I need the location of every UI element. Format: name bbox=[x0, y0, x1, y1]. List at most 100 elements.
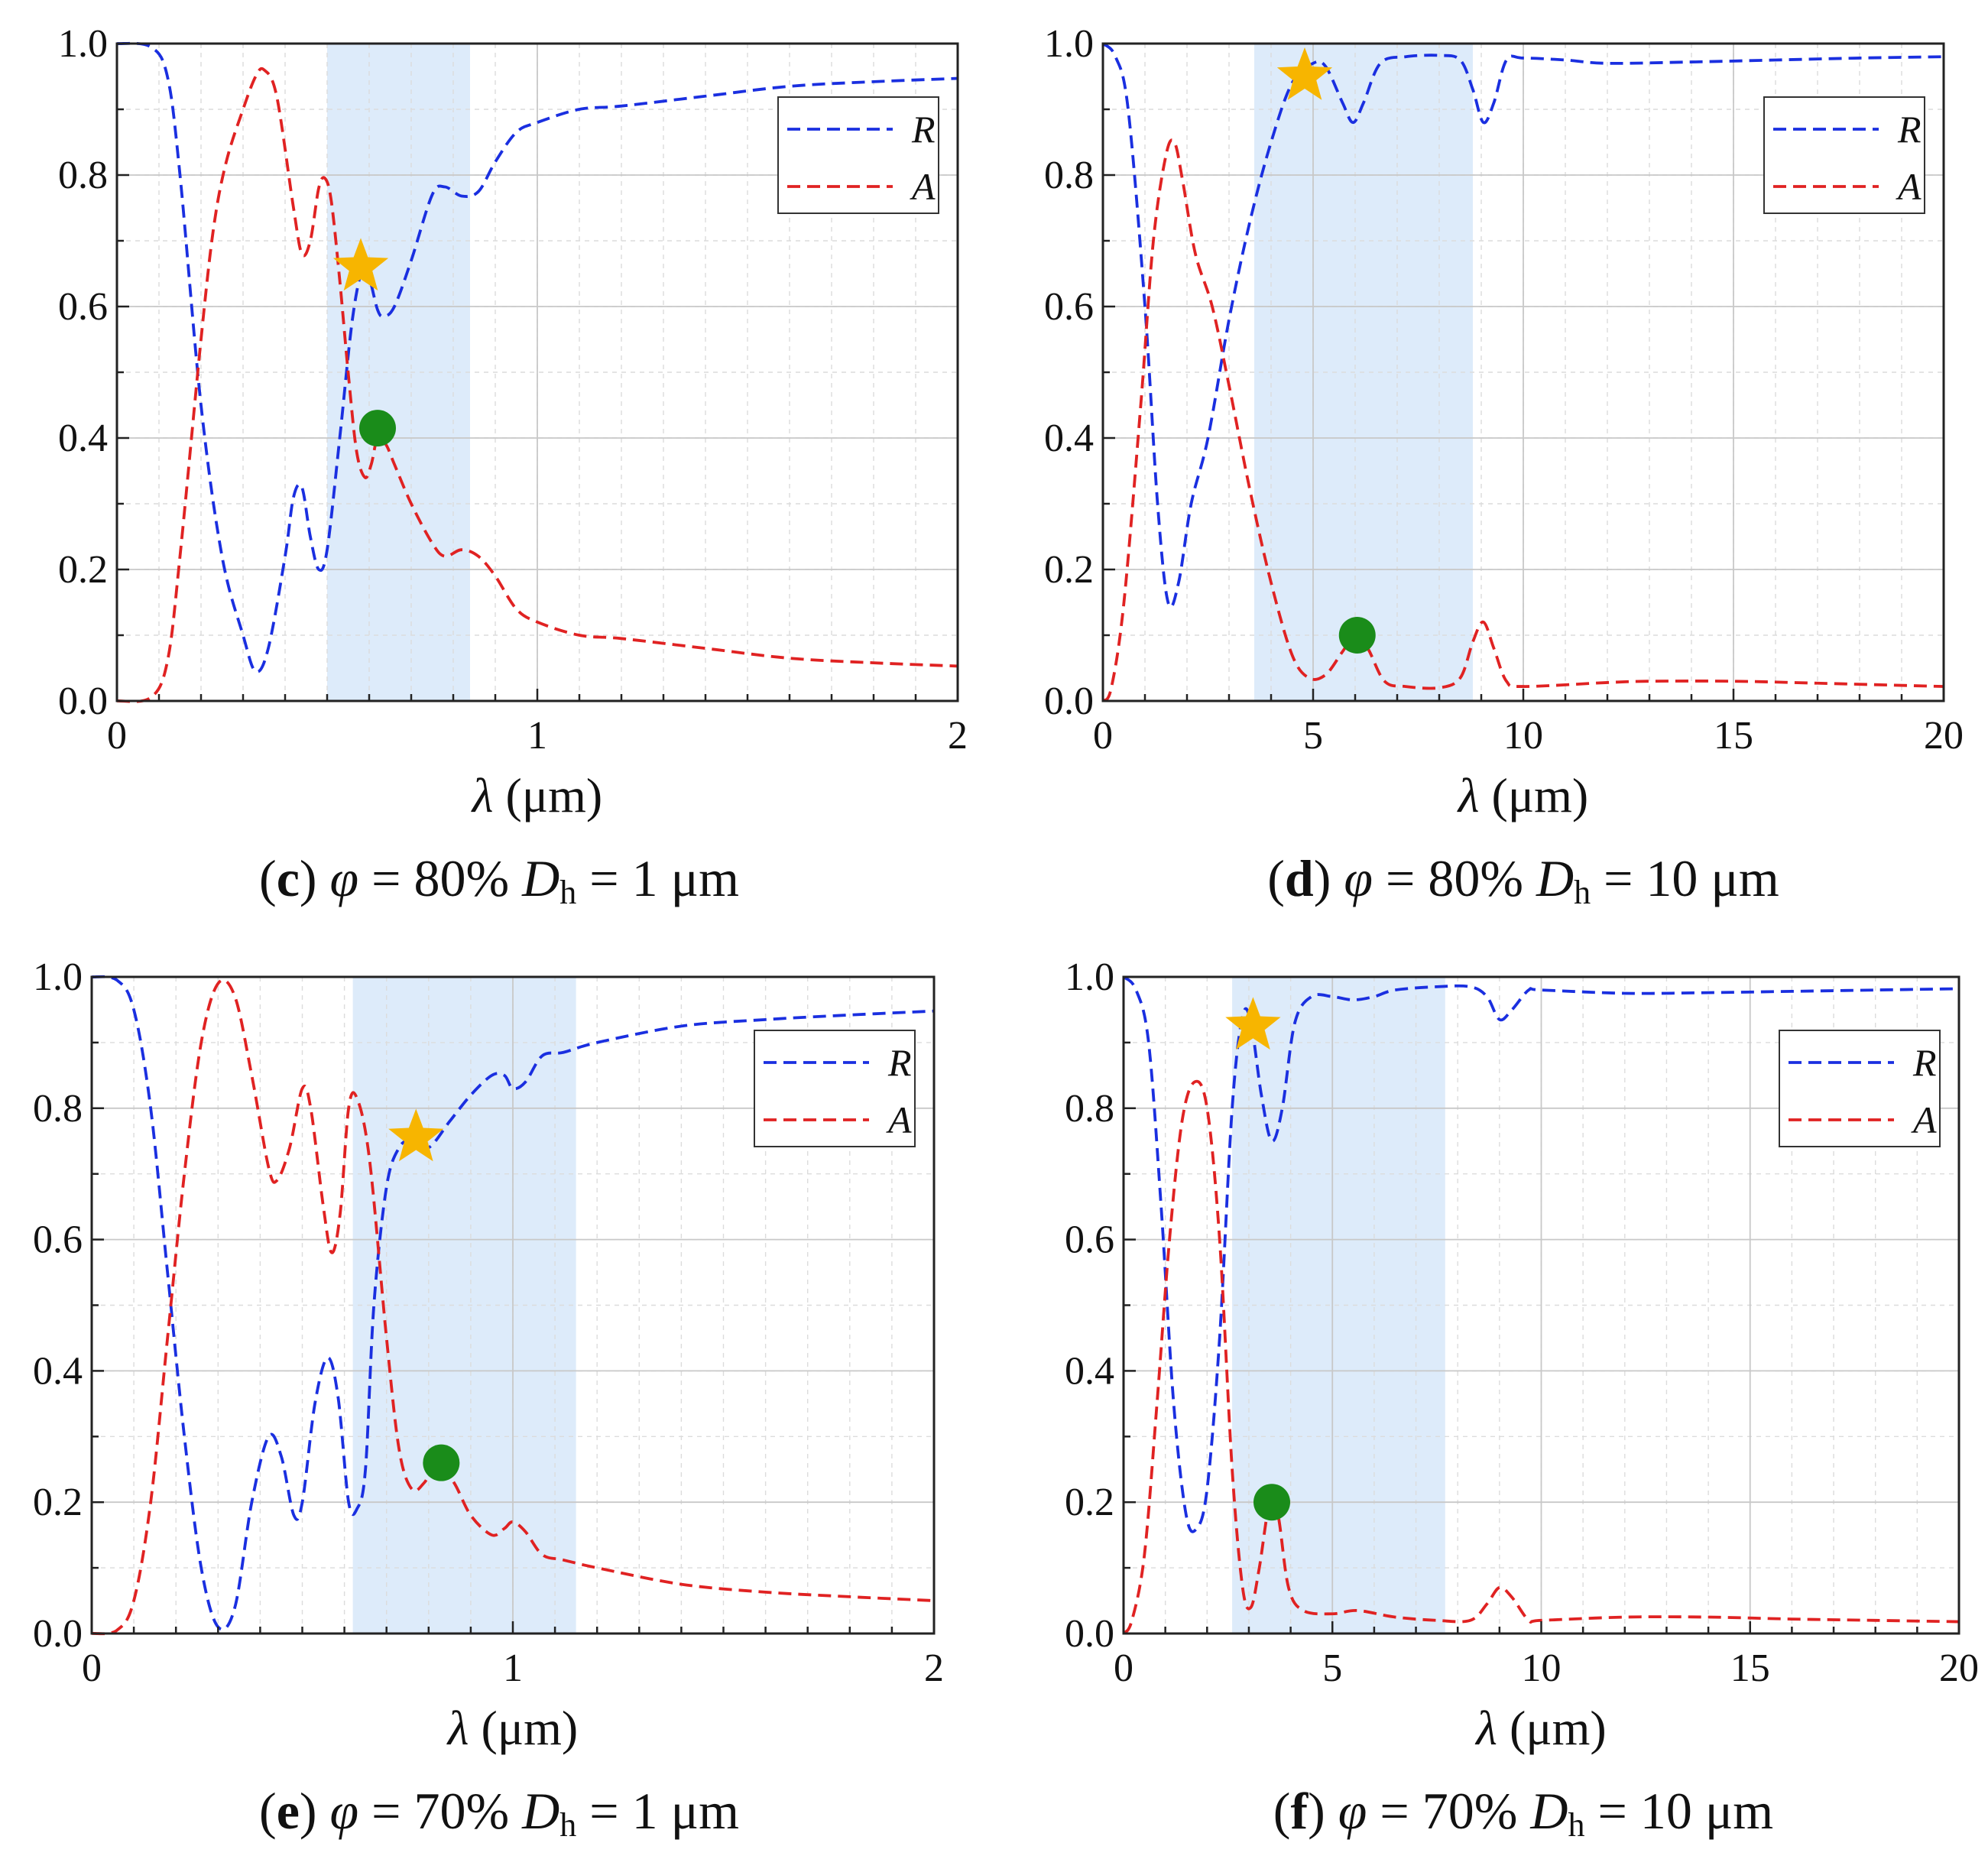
caption-phi-symbol: φ bbox=[1338, 1782, 1367, 1840]
caption-paren-close: ) bbox=[300, 849, 330, 907]
caption-phi-symbol: φ bbox=[1344, 849, 1373, 907]
y-tick-label: 0.2 bbox=[58, 548, 108, 592]
y-tick-label: 1.0 bbox=[58, 22, 108, 66]
x-axis-symbol: λ bbox=[1474, 1701, 1497, 1755]
legend: RA bbox=[1763, 96, 1925, 214]
panel-caption: (f) φ = 70% Dh = 10 μm bbox=[1273, 1782, 1773, 1844]
y-tick-label: 0.4 bbox=[1044, 417, 1094, 460]
caption-paren-close: ) bbox=[300, 1782, 330, 1840]
caption-letter: f bbox=[1290, 1782, 1309, 1840]
caption-dh-value: = 10 μm bbox=[1585, 1782, 1774, 1840]
y-tick-label: 0.8 bbox=[1065, 1087, 1114, 1131]
legend-label-A: A bbox=[1896, 165, 1922, 208]
x-tick-label: 2 bbox=[924, 1647, 944, 1690]
caption-phi-value: = 70% bbox=[358, 1782, 522, 1840]
chart-panel-c: 0 1 2 0.0 0.2 0.4 0.6 0.8 1.0 λ (μm) RA (c) φ = 80%… bbox=[58, 22, 968, 911]
panel-caption: (e) φ = 70% Dh = 1 μm bbox=[259, 1782, 739, 1844]
legend: RA bbox=[777, 96, 939, 214]
marker-dot bbox=[359, 410, 396, 447]
x-tick-label: 1 bbox=[503, 1647, 523, 1690]
caption-dh-symbol: D bbox=[521, 1782, 559, 1840]
highlight-band bbox=[352, 977, 576, 1634]
legend: RA bbox=[754, 1030, 916, 1147]
x-tick-label: 0 bbox=[82, 1647, 102, 1690]
marker-dot bbox=[1253, 1484, 1291, 1521]
x-axis-unit: (μm) bbox=[1480, 768, 1589, 822]
series-line-A bbox=[1122, 1079, 1960, 1635]
x-tick-label: 0 bbox=[107, 714, 127, 758]
caption-letter: c bbox=[277, 849, 300, 907]
y-tick-label: 1.0 bbox=[1044, 22, 1094, 66]
y-tick-label: 0.0 bbox=[33, 1612, 83, 1656]
caption-paren-open: ( bbox=[1273, 1782, 1291, 1840]
y-tick-label: 1.0 bbox=[33, 955, 83, 999]
caption-dh-symbol: D bbox=[521, 849, 559, 907]
series-line-R bbox=[91, 975, 935, 1631]
highlight-band bbox=[327, 44, 470, 701]
caption-letter: e bbox=[277, 1782, 300, 1840]
panel-caption: (d) φ = 80% Dh = 10 μm bbox=[1267, 849, 1779, 911]
x-tick-label: 0 bbox=[1114, 1647, 1133, 1690]
y-tick-label: 0.0 bbox=[1044, 680, 1094, 723]
x-axis-symbol: λ bbox=[1457, 768, 1480, 822]
x-tick-label: 1 bbox=[527, 714, 547, 758]
x-tick-label: 20 bbox=[1939, 1647, 1979, 1690]
grid bbox=[1103, 44, 1944, 701]
caption-paren-open: ( bbox=[259, 1782, 277, 1840]
caption-paren-open: ( bbox=[1267, 849, 1285, 907]
marker-star bbox=[388, 1108, 444, 1162]
caption-dh-subscript: h bbox=[1574, 874, 1591, 911]
chart-panel-e: 0 1 2 0.0 0.2 0.4 0.6 0.8 1.0 λ (μm) RA (e) φ = 70%… bbox=[33, 955, 944, 1844]
x-axis-symbol: λ bbox=[471, 768, 494, 822]
legend-label-A: A bbox=[1911, 1098, 1937, 1141]
y-tick-label: 0.2 bbox=[33, 1481, 83, 1524]
x-tick-label: 2 bbox=[948, 714, 968, 758]
legend-label-R: R bbox=[1912, 1041, 1937, 1084]
x-tick-label: 10 bbox=[1503, 714, 1543, 758]
x-tick-label: 10 bbox=[1522, 1647, 1562, 1690]
x-tick-label: 20 bbox=[1924, 714, 1964, 758]
caption-dh-value: = 1 μm bbox=[576, 1782, 739, 1840]
caption-paren-close: ) bbox=[1314, 849, 1344, 907]
legend: RA bbox=[1779, 1030, 1941, 1147]
caption-dh-subscript: h bbox=[559, 874, 576, 911]
legend-box bbox=[777, 96, 939, 214]
y-tick-label: 0.8 bbox=[33, 1087, 83, 1131]
caption-dh-value: = 1 μm bbox=[576, 849, 739, 907]
x-tick-label: 5 bbox=[1322, 1647, 1342, 1690]
x-axis-label: λ (μm) bbox=[471, 768, 602, 822]
y-tick-label: 0.8 bbox=[58, 154, 108, 197]
x-axis-symbol: λ bbox=[446, 1701, 469, 1755]
legend-label-R: R bbox=[911, 108, 936, 151]
x-axis-label: λ (μm) bbox=[446, 1701, 578, 1755]
marker-star bbox=[332, 238, 389, 291]
caption-phi-value: = 80% bbox=[1373, 849, 1536, 907]
legend-box bbox=[754, 1030, 916, 1147]
caption-dh-value: = 10 μm bbox=[1591, 849, 1779, 907]
marker-star bbox=[1276, 47, 1333, 100]
panel-caption: (c) φ = 80% Dh = 1 μm bbox=[259, 849, 739, 911]
chart-panel-d: 0 5 10 15 20 0.0 0.2 0.4 0.6 0.8 1.0 λ (μm) RA (d) φ … bbox=[1044, 22, 1964, 911]
x-tick-label: 0 bbox=[1093, 714, 1113, 758]
legend-label-A: A bbox=[910, 165, 936, 208]
marker-dot bbox=[1338, 617, 1376, 654]
series-line-A bbox=[116, 67, 958, 703]
x-axis-unit: (μm) bbox=[469, 1701, 579, 1755]
y-tick-label: 0.0 bbox=[1065, 1612, 1114, 1656]
caption-dh-symbol: D bbox=[1529, 1782, 1568, 1840]
legend-label-R: R bbox=[887, 1041, 912, 1084]
x-tick-label: 5 bbox=[1303, 714, 1323, 758]
marker-dot bbox=[423, 1444, 460, 1481]
marker-star bbox=[1225, 997, 1281, 1050]
caption-dh-subscript: h bbox=[559, 1806, 576, 1844]
series-line-A bbox=[1101, 138, 1944, 702]
caption-phi-symbol: φ bbox=[330, 849, 359, 907]
caption-phi-value: = 70% bbox=[1367, 1782, 1530, 1840]
caption-dh-symbol: D bbox=[1536, 849, 1574, 907]
caption-letter: d bbox=[1285, 849, 1314, 907]
x-axis-unit: (μm) bbox=[1497, 1701, 1607, 1755]
y-tick-label: 0.8 bbox=[1044, 154, 1094, 197]
x-axis-unit: (μm) bbox=[494, 768, 603, 822]
y-tick-label: 0.6 bbox=[33, 1218, 83, 1262]
legend-label-R: R bbox=[1897, 108, 1922, 151]
